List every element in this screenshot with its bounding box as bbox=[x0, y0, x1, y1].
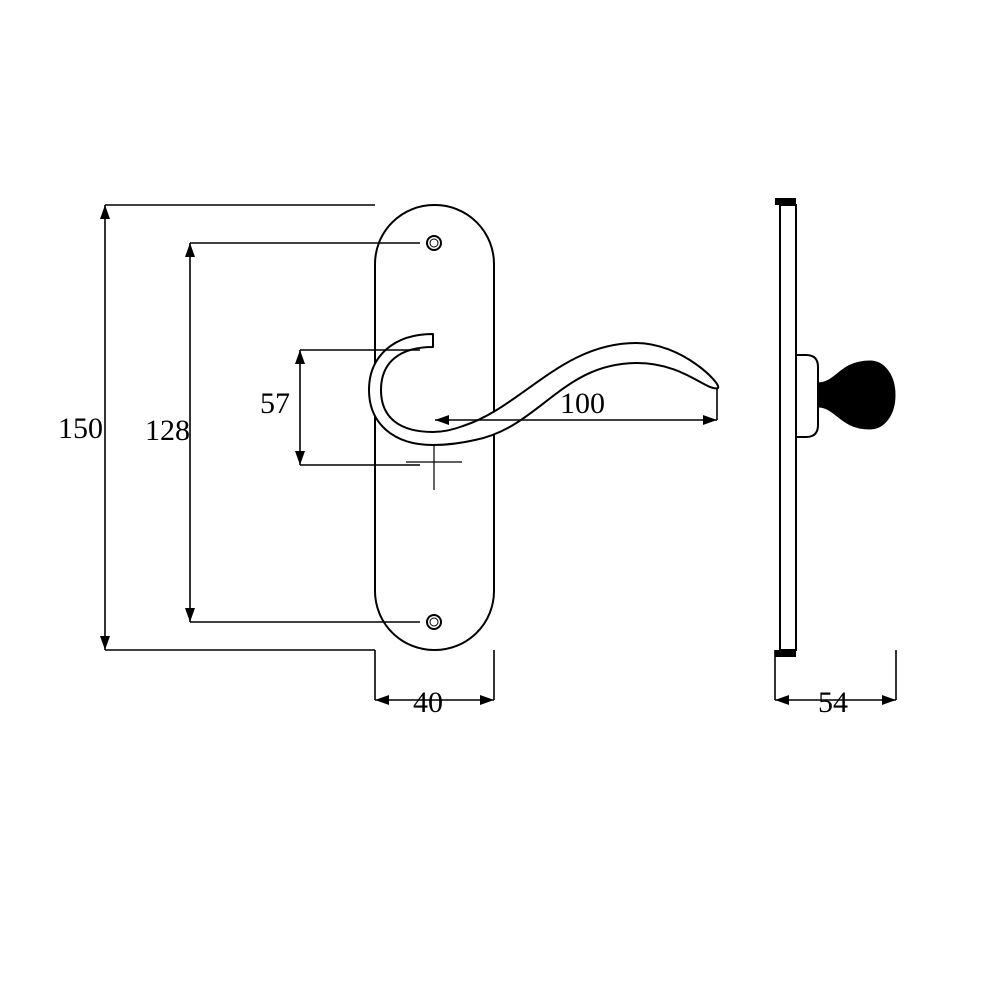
technical-drawing: 150 128 57 100 40 54 bbox=[0, 0, 1000, 1000]
side-boss bbox=[796, 355, 818, 437]
screw-bottom bbox=[427, 615, 441, 629]
dim-100-label: 100 bbox=[560, 387, 605, 420]
dim-54-label: 54 bbox=[818, 686, 848, 719]
dim-40-label: 40 bbox=[413, 686, 443, 719]
dim-57: 57 bbox=[260, 350, 420, 465]
dim-100: 100 bbox=[435, 387, 717, 425]
side-cap-bottom bbox=[775, 650, 796, 657]
dim-150-label: 150 bbox=[58, 412, 103, 445]
side-view bbox=[775, 198, 895, 657]
dim-40: 40 bbox=[375, 650, 494, 719]
side-plate bbox=[780, 205, 796, 650]
dim-57-label: 57 bbox=[260, 387, 290, 420]
dim-54: 54 bbox=[775, 650, 896, 719]
side-lever bbox=[818, 361, 895, 429]
lever-handle bbox=[369, 334, 718, 445]
dim-128: 128 bbox=[145, 243, 420, 622]
screw-top bbox=[427, 236, 441, 250]
dim-150: 150 bbox=[58, 205, 375, 650]
dimensions: 150 128 57 100 40 54 bbox=[58, 205, 896, 719]
dim-128-label: 128 bbox=[145, 414, 190, 447]
front-view bbox=[369, 205, 718, 650]
side-cap-top bbox=[775, 198, 796, 205]
